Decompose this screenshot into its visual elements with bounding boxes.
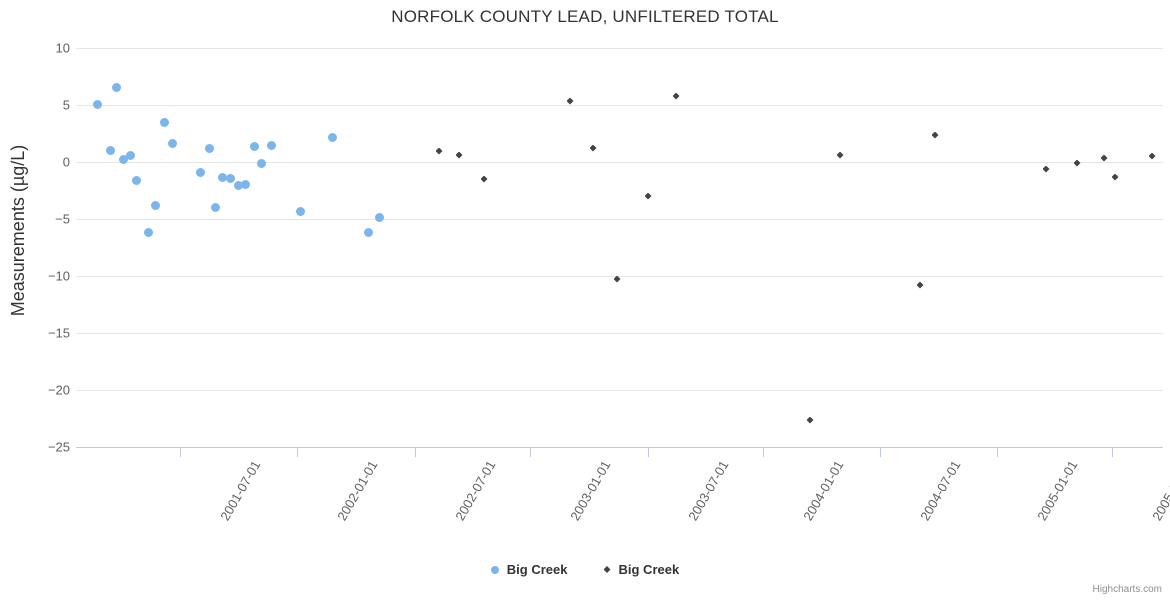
gridline-horizontal xyxy=(76,219,1163,220)
x-axis-tick-label: 2003-07-01 xyxy=(685,458,732,524)
gridline-horizontal xyxy=(76,162,1163,163)
x-axis-tick-mark xyxy=(648,448,649,457)
x-axis-tick-mark xyxy=(763,448,764,457)
data-point[interactable] xyxy=(327,132,337,142)
diamond-marker-icon xyxy=(603,566,611,573)
x-axis-tick-label: 2002-01-01 xyxy=(334,458,381,524)
data-point[interactable] xyxy=(1073,159,1081,167)
data-point[interactable] xyxy=(249,141,259,151)
legend-item-label: Big Creek xyxy=(618,562,680,577)
x-axis-line xyxy=(76,447,1163,448)
x-axis-tick-label: 2004-07-01 xyxy=(917,458,964,524)
data-point[interactable] xyxy=(167,138,177,148)
data-point[interactable] xyxy=(266,140,276,150)
circle-marker-icon xyxy=(490,565,499,574)
data-point[interactable] xyxy=(672,92,680,100)
y-axis-tick-label: 5 xyxy=(62,97,70,113)
x-axis-tick-mark xyxy=(880,448,881,457)
gridline-horizontal xyxy=(76,333,1163,334)
gridline-horizontal xyxy=(76,390,1163,391)
highcharts-credit[interactable]: Highcharts.com xyxy=(1092,584,1162,595)
x-axis-tick-mark xyxy=(297,448,298,457)
data-point[interactable] xyxy=(233,180,243,190)
legend-item-2[interactable]: Big Creek xyxy=(603,562,680,577)
data-point[interactable] xyxy=(143,227,153,237)
data-point[interactable] xyxy=(195,167,205,177)
data-point[interactable] xyxy=(806,416,814,424)
data-point[interactable] xyxy=(225,173,235,183)
data-point[interactable] xyxy=(1148,152,1156,160)
data-point[interactable] xyxy=(240,179,250,189)
y-axis-tick-labels: 10 5 0 −5 −10 −15 −20 −25 xyxy=(0,41,70,455)
data-point[interactable] xyxy=(374,212,384,222)
x-axis-tick-label: 2004-01-01 xyxy=(800,458,847,524)
x-axis-tick-mark xyxy=(1112,448,1113,457)
legend-item-label: Big Creek xyxy=(506,562,568,577)
y-axis-tick-label: −25 xyxy=(47,439,70,455)
data-point[interactable] xyxy=(916,281,924,289)
data-point[interactable] xyxy=(111,82,121,92)
data-point[interactable] xyxy=(159,117,169,127)
x-axis-tick-label: 2003-01-01 xyxy=(567,458,614,524)
data-point[interactable] xyxy=(92,99,102,109)
gridline-horizontal xyxy=(76,48,1163,49)
chart-title: NORFOLK COUNTY LEAD, UNFILTERED TOTAL xyxy=(391,7,779,26)
data-point[interactable] xyxy=(455,151,463,159)
data-point[interactable] xyxy=(363,227,373,237)
y-axis-tick-label: −10 xyxy=(47,268,70,284)
x-axis-tick-mark xyxy=(530,448,531,457)
x-axis-tick-labels: 2001-07-01 2002-01-01 2002-07-01 2003-01-01… xyxy=(0,458,1170,558)
data-point[interactable] xyxy=(1100,154,1108,162)
y-axis-tick-label: −15 xyxy=(47,325,70,341)
data-point[interactable] xyxy=(566,97,574,105)
gridline-horizontal xyxy=(76,105,1163,106)
data-point[interactable] xyxy=(480,175,488,183)
data-point[interactable] xyxy=(435,147,443,155)
data-point[interactable] xyxy=(613,275,621,283)
y-axis-tick-label: 10 xyxy=(55,40,70,56)
data-point[interactable] xyxy=(256,158,266,168)
x-axis-tick-label: 2005-07-01 xyxy=(1149,458,1170,524)
data-point[interactable] xyxy=(644,192,652,200)
data-point[interactable] xyxy=(131,175,141,185)
x-axis-tick-label: 2001-07-01 xyxy=(217,458,264,524)
data-point[interactable] xyxy=(204,143,214,153)
data-point[interactable] xyxy=(150,200,160,210)
data-point[interactable] xyxy=(836,151,844,159)
x-axis-tick-label: 2005-01-01 xyxy=(1034,458,1081,524)
data-point[interactable] xyxy=(295,206,305,216)
x-axis-tick-marks xyxy=(0,448,1170,458)
x-axis-tick-label: 2002-07-01 xyxy=(452,458,499,524)
x-axis-tick-mark xyxy=(997,448,998,457)
x-axis-tick-mark xyxy=(415,448,416,457)
data-point[interactable] xyxy=(217,172,227,182)
data-point[interactable] xyxy=(210,202,220,212)
plot-area xyxy=(76,48,1163,448)
data-point[interactable] xyxy=(125,150,135,160)
legend-item-1[interactable]: Big Creek xyxy=(490,562,568,577)
x-axis-tick-mark xyxy=(180,448,181,457)
data-point[interactable] xyxy=(1111,173,1119,181)
data-point[interactable] xyxy=(589,144,597,152)
gridline-horizontal xyxy=(76,276,1163,277)
chart-legend: Big Creek Big Creek xyxy=(0,562,1170,577)
data-point[interactable] xyxy=(1042,165,1050,173)
data-point[interactable] xyxy=(931,131,939,139)
y-axis-tick-label: −5 xyxy=(55,211,70,227)
data-point[interactable] xyxy=(105,145,115,155)
y-axis-tick-label: 0 xyxy=(62,154,70,170)
y-axis-tick-label: −20 xyxy=(47,382,70,398)
data-point[interactable] xyxy=(118,154,128,164)
